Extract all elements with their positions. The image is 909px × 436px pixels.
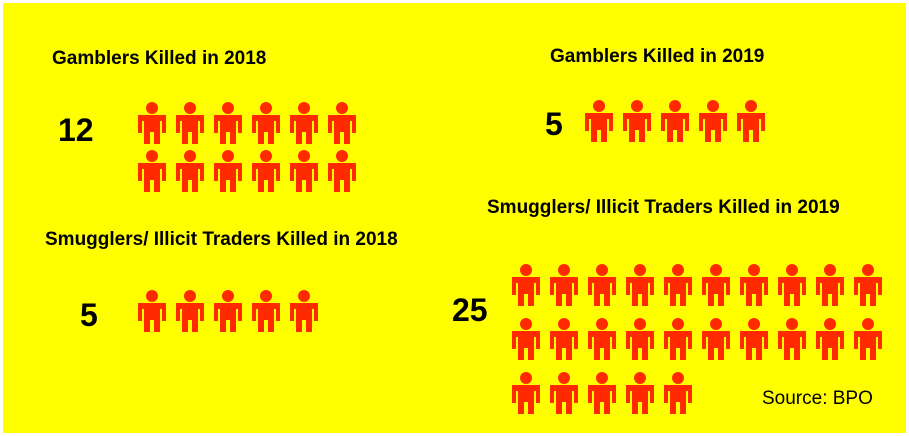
person-icon [138,290,166,332]
person-icon [740,264,768,306]
person-icon [626,372,654,414]
person-icon [290,150,318,192]
person-icon [512,264,540,306]
person-icon [214,150,242,192]
person-icon [512,318,540,360]
person-icon [550,318,578,360]
person-icon [664,264,692,306]
person-icon [699,100,727,142]
person-icon [176,290,204,332]
panel-value: 5 [80,297,98,333]
person-icon [214,290,242,332]
panel-value: 5 [545,106,563,142]
panel-title: Smugglers/ Illicit Traders Killed in 201… [487,197,840,218]
person-icon [328,150,356,192]
person-icon [778,264,806,306]
person-icon [816,264,844,306]
person-icon [138,102,166,144]
person-icon [702,318,730,360]
person-icon [290,102,318,144]
person-icon [664,318,692,360]
person-icon [290,290,318,332]
person-icon [138,150,166,192]
person-icon [626,318,654,360]
person-icon [328,102,356,144]
person-icon [588,264,616,306]
person-icon [176,102,204,144]
person-icon [854,318,882,360]
person-icon [664,372,692,414]
source: Source: BPO [762,388,873,409]
person-icon [512,372,540,414]
person-icon [252,150,280,192]
panel-title: Smugglers/ Illicit Traders Killed in 201… [45,229,398,250]
person-icon [252,290,280,332]
person-icon [702,264,730,306]
person-icon [623,100,651,142]
person-icon [740,318,768,360]
person-icon [854,264,882,306]
panel-title: Gamblers Killed in 2018 [52,48,267,69]
person-icon [588,372,616,414]
panel-value: 12 [58,112,94,148]
person-icon [737,100,765,142]
person-icon [661,100,689,142]
panel-title: Gamblers Killed in 2019 [550,46,765,67]
person-icon [588,318,616,360]
person-icon [550,372,578,414]
background [3,3,906,433]
person-icon [550,264,578,306]
person-icon [252,102,280,144]
panel-value: 25 [452,292,488,328]
person-icon [585,100,613,142]
person-icon [778,318,806,360]
person-icon [176,150,204,192]
person-icon [214,102,242,144]
person-icon [816,318,844,360]
person-icon [626,264,654,306]
